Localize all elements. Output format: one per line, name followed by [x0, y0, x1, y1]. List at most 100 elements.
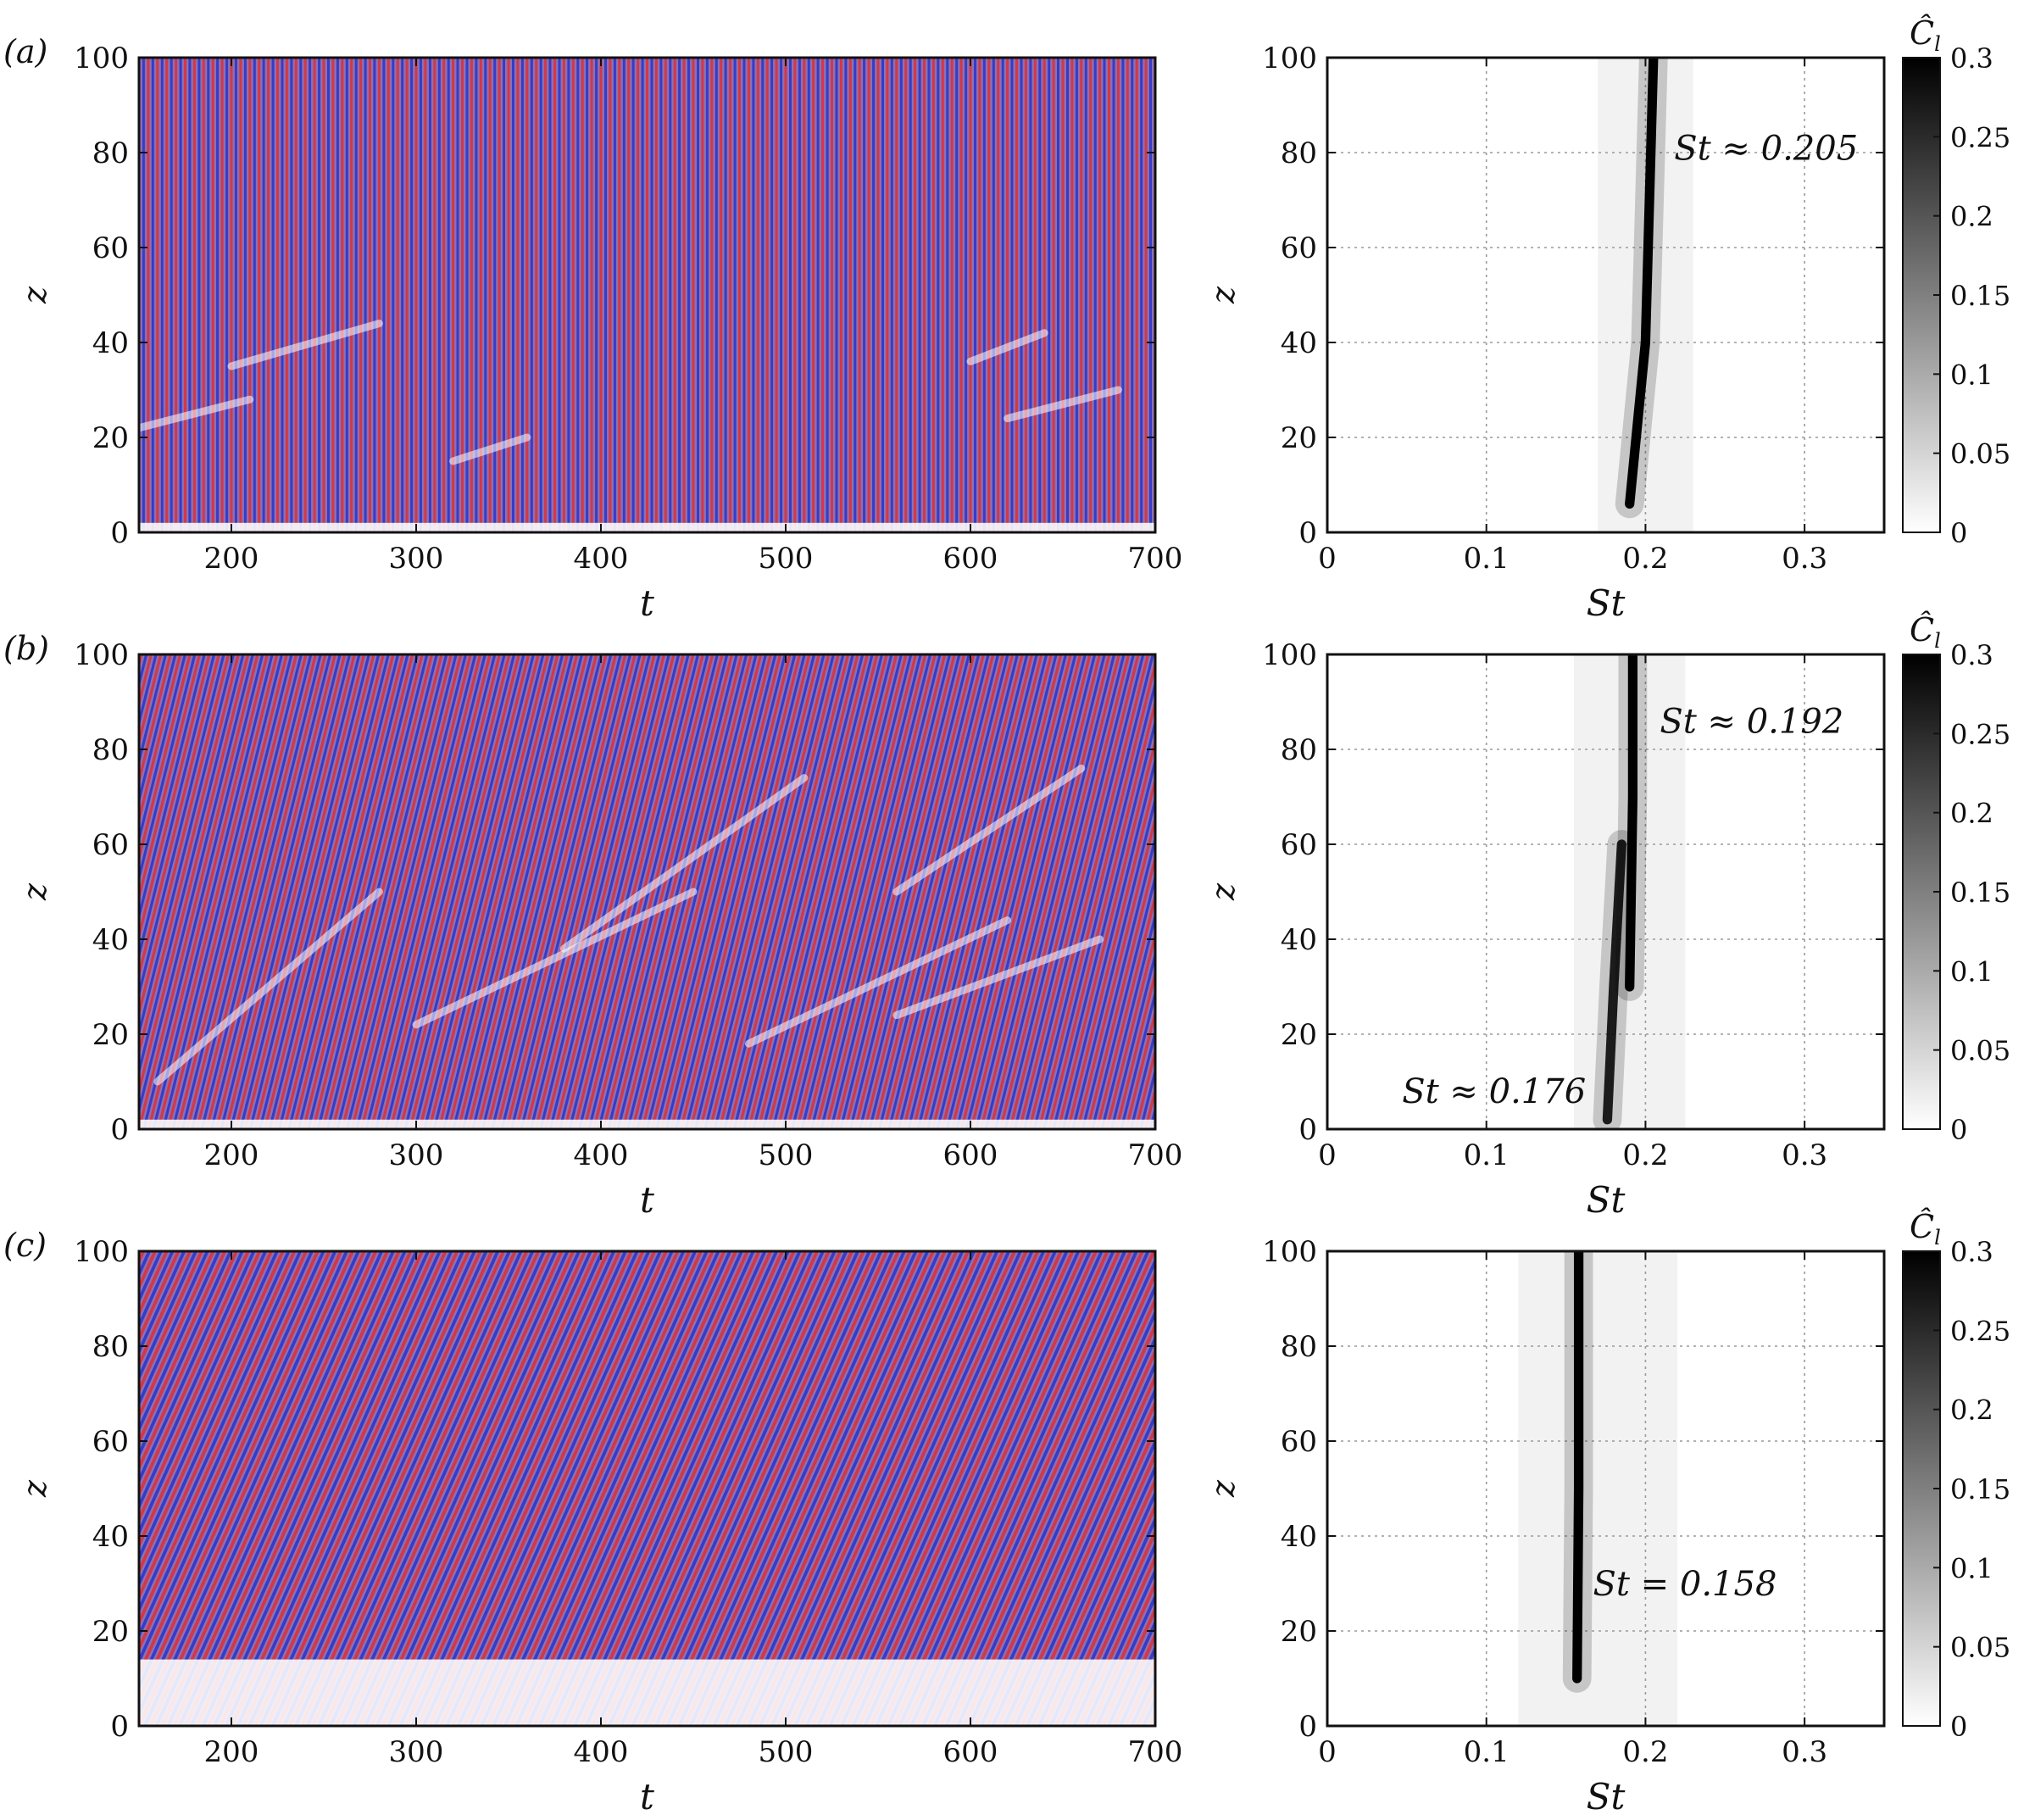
dislocation-streak: [227, 320, 383, 370]
y-tick-label: 20: [1281, 1615, 1317, 1649]
dislocation-streak: [153, 888, 383, 1086]
x-tick-label: 0.3: [1782, 1735, 1827, 1769]
near-wall-band: [139, 522, 1155, 532]
x-tick-label: 0.3: [1782, 542, 1827, 576]
x-tick-label: 300: [389, 542, 444, 576]
plot-frame: [1326, 56, 1886, 534]
wave-crests-red: [139, 58, 1155, 532]
spectrum-field: [1327, 1251, 1884, 1726]
y-tick-label: 60: [1281, 231, 1317, 265]
colorbar-label-subscript: l: [1934, 32, 1941, 56]
y-axis-label: z: [16, 1479, 53, 1498]
x-tick-label: 200: [204, 1138, 259, 1172]
y-tick-label: 0: [1298, 1710, 1317, 1744]
spectral-ridge: [1602, 839, 1626, 1125]
y-tick-label: 20: [92, 421, 129, 455]
y-tick-label: 100: [1262, 638, 1317, 672]
y-tick-label: 60: [1281, 1425, 1317, 1459]
colorbar-tick-label: 0.2: [1950, 201, 1993, 233]
x-tick-label: 500: [759, 1138, 814, 1172]
colorbar-label: Ĉl: [1910, 14, 1941, 56]
y-axis-label: z: [1204, 286, 1242, 304]
colorbar-tick-label: 0: [1950, 1711, 1967, 1743]
y-tick-label: 100: [74, 1235, 129, 1269]
y-tick-label: 40: [1281, 923, 1317, 957]
x-tick-label: 0.2: [1622, 542, 1668, 576]
wave-field: [139, 654, 1155, 1129]
spectral-ridge: [1625, 654, 1638, 992]
colorbar-tick-label: 0.25: [1950, 121, 2010, 153]
y-tick-label: 80: [92, 136, 129, 170]
y-tick-label: 100: [74, 638, 129, 672]
y-tick-label: 100: [1262, 1235, 1317, 1269]
wave-field: [139, 58, 1155, 532]
y-tick-label: 60: [92, 828, 129, 862]
spectrum-panel: St = 0.158 0 0.1 0.2 0.3 0 20 40 60 80 100 St z 0 0.05…: [1204, 1208, 2010, 1817]
x-tick-label: 600: [943, 542, 998, 576]
spectrum-panel: St ≈ 0.205 0 0.1 0.2 0.3 0 20 40 60 80 100 St z 0 0.05…: [1204, 14, 2010, 624]
x-tick-label: 200: [204, 1735, 259, 1769]
peak-annotation: St ≈ 0.205: [1674, 129, 1858, 168]
dislocation-streak: [966, 329, 1048, 365]
spectrum-field: [1327, 654, 1884, 1129]
colorbar-tick-label: 0.2: [1950, 1394, 1993, 1427]
dislocation-streak: [892, 935, 1104, 1020]
peak-annotation: St ≈ 0.192: [1660, 702, 1843, 741]
colorbar-tick-label: 0.1: [1950, 359, 1993, 391]
colorbar-tick-label: 0: [1950, 517, 1967, 549]
x-tick-label: 0.2: [1622, 1735, 1668, 1769]
y-tick-label: 80: [1281, 733, 1317, 767]
colorbar-tick-label: 0.15: [1950, 877, 2010, 909]
plot-frame: [137, 56, 1157, 534]
dislocation-streak: [744, 916, 1012, 1048]
x-tick-label: 0: [1318, 1138, 1337, 1172]
wave-crests-blue: [139, 1251, 1155, 1726]
y-tick-label: 20: [1281, 421, 1317, 455]
y-tick-label: 20: [1281, 1018, 1317, 1052]
wave-crests-blue: [142, 58, 1152, 532]
x-tick-label: 600: [943, 1735, 998, 1769]
y-tick-label: 40: [92, 923, 129, 957]
x-tick-label: 200: [204, 542, 259, 576]
y-tick-label: 40: [92, 1520, 129, 1554]
x-axis-label: t: [640, 1179, 654, 1221]
x-tick-label: 0.1: [1464, 542, 1510, 576]
x-tick-label: 700: [1128, 1138, 1183, 1172]
wave-field: [139, 1251, 1155, 1726]
y-axis-label: z: [1204, 1479, 1242, 1498]
colorbar-tick-label: 0.15: [1950, 1473, 2010, 1506]
y-tick-label: 100: [1262, 42, 1317, 75]
x-tick-label: 400: [574, 542, 629, 576]
y-tick-label: 60: [1281, 828, 1317, 862]
y-tick-label: 0: [110, 516, 129, 550]
x-tick-label: 500: [759, 542, 814, 576]
y-tick-label: 0: [110, 1113, 129, 1147]
x-axis-label: St: [1587, 1179, 1626, 1221]
x-tick-label: 400: [574, 1138, 629, 1172]
wave-panel: 200 300 400 500 600 700 0 20 40 60 80 100 t z (b): [3, 630, 1183, 1221]
x-tick-label: 0: [1318, 542, 1337, 576]
spectrum-panel: St ≈ 0.192 St ≈ 0.176 0 0.1 0.2 0.3 0 20 40 60 80 1…: [1204, 611, 2010, 1221]
y-tick-label: 40: [1281, 1520, 1317, 1554]
y-tick-label: 60: [92, 231, 129, 265]
y-axis-label: z: [16, 286, 53, 304]
spectrum-field: [1327, 58, 1884, 532]
colorbar-label: Ĉl: [1910, 1208, 1941, 1250]
x-axis-label: St: [1587, 582, 1626, 624]
colorbar-tick-label: 0.25: [1950, 1315, 2010, 1347]
y-tick-label: 60: [92, 1425, 129, 1459]
colorbar-label-main: Ĉ: [1910, 1208, 1934, 1245]
spectral-haze: [1518, 1251, 1677, 1726]
colorbar-tick-label: 0.15: [1950, 280, 2010, 312]
dislocation-streak: [449, 433, 531, 465]
colorbar-tick-label: 0: [1950, 1114, 1967, 1146]
x-tick-label: 0.3: [1782, 1138, 1827, 1172]
x-tick-label: 400: [574, 1735, 629, 1769]
x-tick-label: 0: [1318, 1735, 1337, 1769]
x-tick-label: 700: [1128, 542, 1183, 576]
colorbar-label: Ĉl: [1910, 611, 1941, 653]
x-axis-label: t: [640, 1776, 654, 1817]
x-axis-label: t: [640, 582, 654, 624]
